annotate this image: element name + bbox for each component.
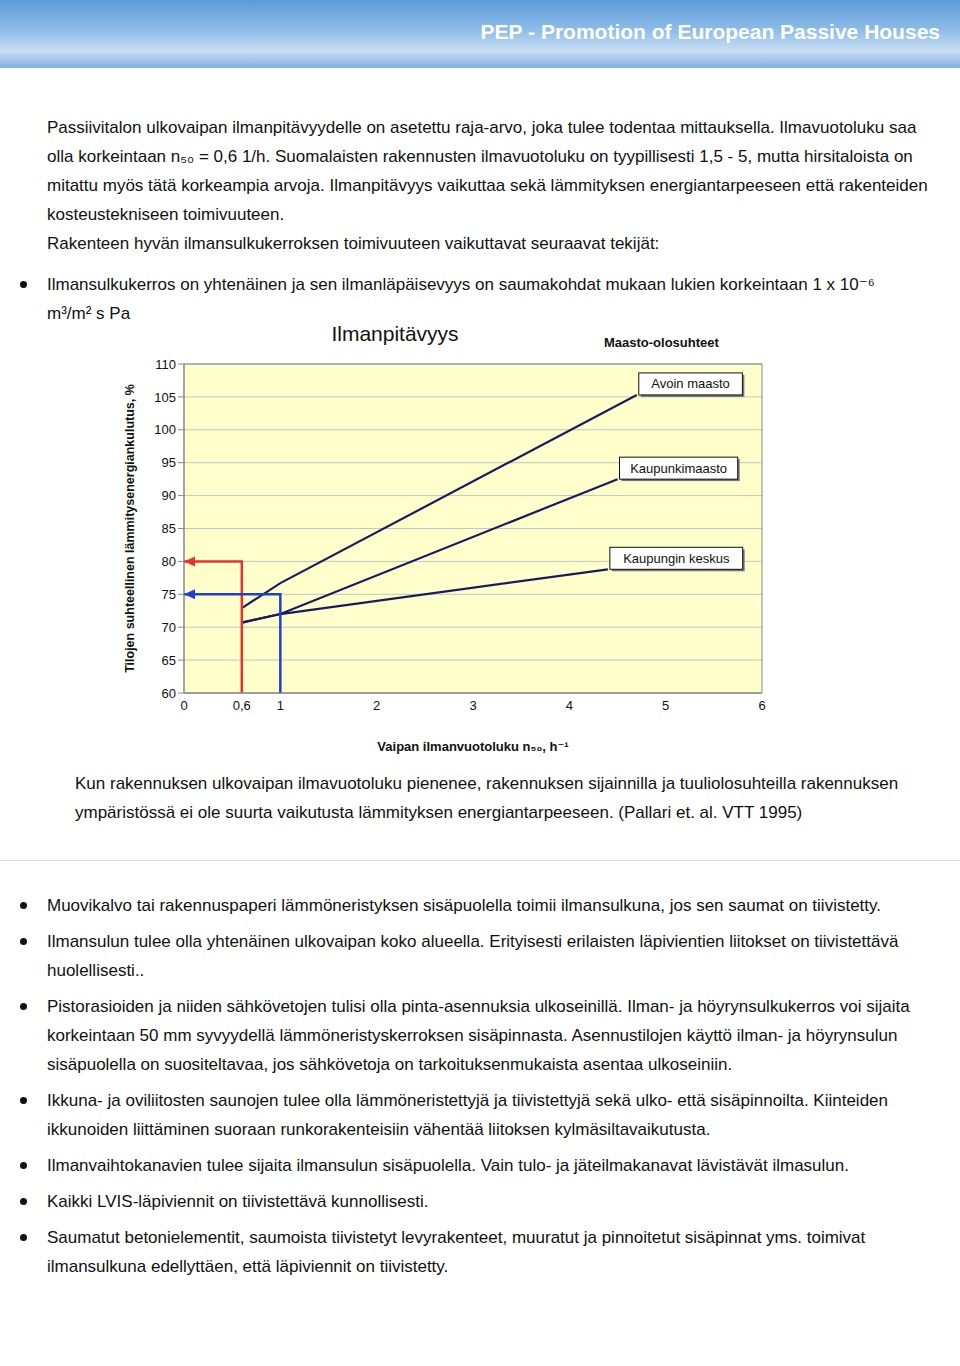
html-text:Ilmanpitävyys: Ilmanpitävyys (331, 322, 459, 345)
html-text:Maasto-olosuhteet: Maasto-olosuhteet (604, 335, 719, 350)
html-text:Ilmansulun tulee olla yhtenäin: Ilmansulun tulee olla yhtenäinen ulkovai… (47, 932, 899, 980)
svg-text:110: 110 (155, 357, 176, 372)
svg-text:4: 4 (566, 698, 573, 713)
html-text:Pistorasioiden ja niiden sähkö: Pistorasioiden ja niiden sähkövetojen tu… (47, 997, 910, 1074)
html-text:Muovikalvo tai rakennuspaperi: Muovikalvo tai rakennuspaperi lämmöneris… (47, 896, 881, 915)
html-text:Rakenteen hyvän ilmansulkukerr: Rakenteen hyvän ilmansulkukerroksen toim… (47, 234, 660, 253)
svg-text:Kaupunkimaasto: Kaupunkimaasto (630, 461, 727, 476)
svg-text:75: 75 (162, 587, 176, 602)
svg-text:85: 85 (162, 521, 176, 536)
svg-text:Vaipan ilmanvuotoluku n₅₀, h⁻¹: Vaipan ilmanvuotoluku n₅₀, h⁻¹ (377, 739, 568, 754)
html-text:Ikkuna- ja oviliitosten saunoj: Ikkuna- ja oviliitosten saunojen tulee o… (47, 1091, 888, 1139)
svg-text:2: 2 (373, 698, 380, 713)
html-text:Kaikki LVIS-läpiviennit on tii: Kaikki LVIS-läpiviennit on tiivistettävä… (47, 1192, 429, 1211)
svg-text:5: 5 (662, 698, 669, 713)
svg-text:Kaupungin keskus: Kaupungin keskus (623, 551, 730, 566)
svg-text:1: 1 (277, 698, 284, 713)
svg-text:65: 65 (162, 653, 176, 668)
svg-text:100: 100 (154, 422, 176, 437)
svg-text:90: 90 (162, 488, 176, 503)
html-text:Kun rakennuksen ulkovaipan ilm: Kun rakennuksen ulkovaipan ilmavuotoluku… (75, 774, 899, 822)
svg-text:80: 80 (162, 554, 176, 569)
svg-text:95: 95 (162, 455, 176, 470)
svg-text:105: 105 (154, 390, 176, 405)
svg-text:3: 3 (469, 698, 476, 713)
svg-text:0,6: 0,6 (233, 698, 251, 713)
html-text:Saumatut betonielementit, saum: Saumatut betonielementit, saumoista tiiv… (47, 1228, 866, 1276)
svg-text:0: 0 (180, 698, 187, 713)
svg-text:Avoin maasto: Avoin maasto (651, 376, 730, 391)
svg-text:60: 60 (162, 686, 176, 701)
html-text:Ilmansulkukerros on yhtenäinen: Ilmansulkukerros on yhtenäinen ja sen il… (47, 275, 875, 323)
html-text:Passiivitalon ulkovaipan ilman: Passiivitalon ulkovaipan ilmanpitävyydel… (47, 118, 928, 224)
html-text:PEP - Promotion of European Pa: PEP - Promotion of European Passive Hous… (480, 20, 940, 43)
svg-text:6: 6 (758, 698, 765, 713)
svg-text:70: 70 (162, 620, 176, 635)
html-text:Ilmanvaihtokanavien tulee sija: Ilmanvaihtokanavien tulee sijaita ilmans… (47, 1156, 849, 1175)
svg-text:Tilojen suhteellinen lämmityse: Tilojen suhteellinen lämmitysenergiankul… (123, 384, 137, 673)
